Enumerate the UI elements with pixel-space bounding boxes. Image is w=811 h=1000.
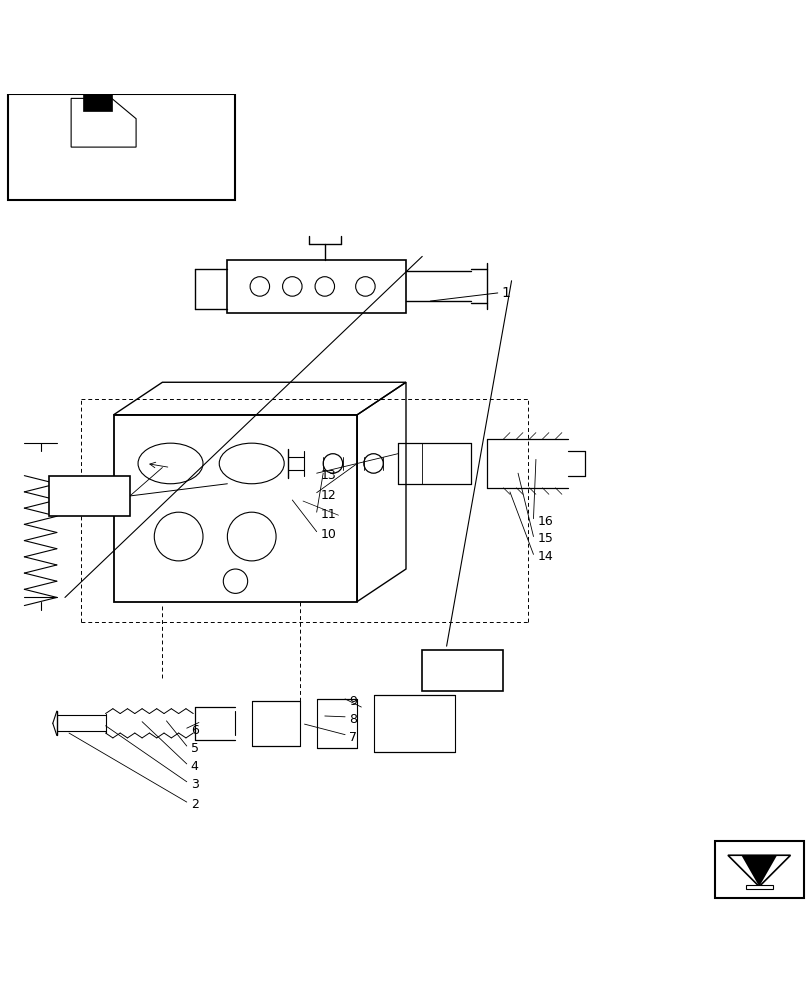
Text: 14: 14 — [537, 550, 552, 563]
Text: 2: 2 — [191, 798, 199, 811]
Text: 6: 6 — [191, 724, 199, 737]
Text: 1: 1 — [501, 286, 510, 300]
Text: 11: 11 — [320, 508, 336, 521]
Bar — [114, 415, 357, 601]
Text: 3: 3 — [191, 778, 199, 791]
Bar — [227, 260, 406, 313]
Text: 5: 5 — [191, 742, 199, 755]
Text: PAG. 3: PAG. 3 — [442, 664, 483, 677]
Text: 4: 4 — [191, 760, 199, 773]
Text: 16: 16 — [537, 515, 552, 528]
Text: 7: 7 — [349, 731, 357, 744]
Polygon shape — [727, 855, 790, 887]
Bar — [49, 476, 130, 516]
Text: 12: 12 — [320, 489, 336, 502]
Bar — [422, 650, 503, 691]
Text: 9: 9 — [349, 695, 357, 708]
Text: 10: 10 — [320, 528, 337, 541]
Bar — [744, 885, 772, 889]
Bar — [714, 841, 803, 898]
Text: 8: 8 — [349, 713, 357, 726]
Text: 15: 15 — [537, 532, 553, 545]
Text: PAG. 1: PAG. 1 — [69, 489, 109, 502]
Text: 13: 13 — [320, 469, 336, 482]
Polygon shape — [84, 84, 112, 111]
Bar — [8, 94, 235, 200]
